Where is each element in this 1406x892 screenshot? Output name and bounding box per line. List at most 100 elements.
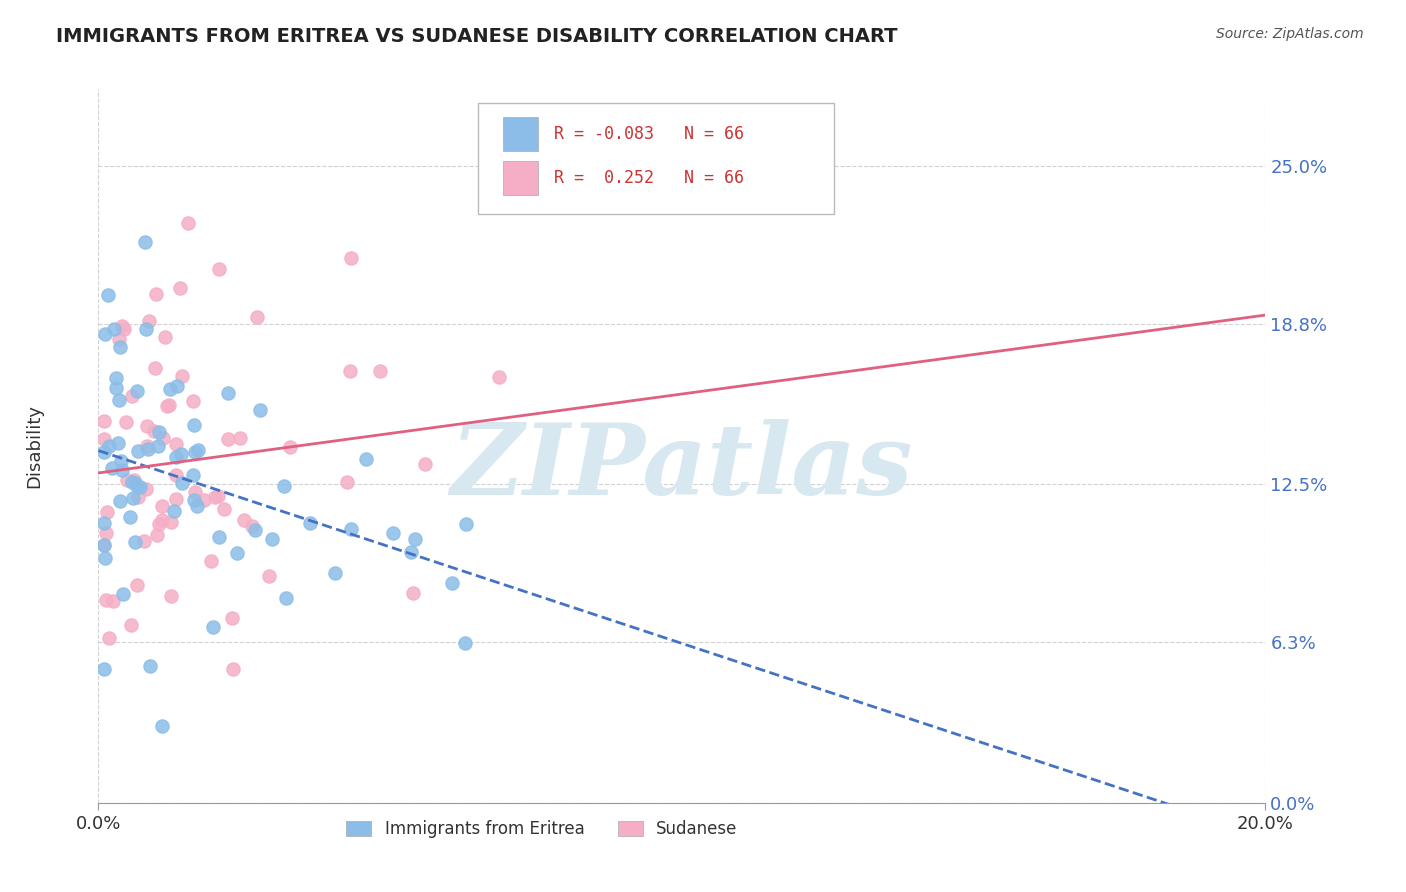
Sudanese <box>138 313 160 327</box>
Immigrants from Eritrea <box>404 533 426 547</box>
Sudanese <box>240 519 263 533</box>
Sudanese <box>93 433 115 447</box>
Immigrants from Eritrea <box>181 468 204 483</box>
Immigrants from Eritrea <box>93 538 115 552</box>
Sudanese <box>217 432 239 446</box>
Immigrants from Eritrea <box>118 509 141 524</box>
Sudanese <box>157 399 180 413</box>
Sudanese <box>103 594 125 608</box>
Immigrants from Eritrea <box>150 719 173 733</box>
Immigrants from Eritrea <box>382 526 405 541</box>
Sudanese <box>96 593 118 607</box>
Sudanese <box>153 330 176 344</box>
Sudanese <box>207 489 229 503</box>
Sudanese <box>170 369 193 384</box>
Immigrants from Eritrea <box>93 662 115 676</box>
Sudanese <box>143 360 166 375</box>
Immigrants from Eritrea <box>101 461 124 475</box>
Sudanese <box>208 261 231 276</box>
Sudanese <box>152 432 174 446</box>
Immigrants from Eritrea <box>166 379 188 393</box>
Sudanese <box>150 499 173 513</box>
Immigrants from Eritrea <box>122 491 145 505</box>
Sudanese <box>340 251 363 265</box>
Immigrants from Eritrea <box>323 566 346 580</box>
Sudanese <box>120 618 142 632</box>
Immigrants from Eritrea <box>186 499 208 513</box>
Immigrants from Eritrea <box>441 576 464 591</box>
Sudanese <box>413 457 436 471</box>
Immigrants from Eritrea <box>93 550 115 565</box>
Sudanese <box>200 554 222 568</box>
Immigrants from Eritrea <box>105 381 128 395</box>
Immigrants from Eritrea <box>454 636 477 650</box>
Sudanese <box>136 439 159 453</box>
Immigrants from Eritrea <box>339 521 361 535</box>
Immigrants from Eritrea <box>184 445 207 459</box>
Immigrants from Eritrea <box>139 658 162 673</box>
Sudanese <box>339 364 361 378</box>
Immigrants from Eritrea <box>134 235 156 250</box>
Sudanese <box>212 501 235 516</box>
Sudanese <box>121 389 143 403</box>
Sudanese <box>181 394 204 409</box>
Sudanese <box>169 280 191 294</box>
Immigrants from Eritrea <box>183 492 205 507</box>
Immigrants from Eritrea <box>125 479 148 493</box>
Immigrants from Eritrea <box>399 545 422 559</box>
Immigrants from Eritrea <box>146 439 169 453</box>
Immigrants from Eritrea <box>273 478 295 492</box>
Sudanese <box>135 482 157 496</box>
Immigrants from Eritrea <box>124 475 146 490</box>
Sudanese <box>184 485 207 500</box>
Sudanese <box>150 513 173 527</box>
Immigrants from Eritrea <box>148 425 170 439</box>
Sudanese <box>96 505 118 519</box>
Sudanese <box>204 491 226 505</box>
Immigrants from Eritrea <box>98 438 121 452</box>
Immigrants from Eritrea <box>112 587 135 601</box>
Immigrants from Eritrea <box>93 516 115 530</box>
Immigrants from Eritrea <box>105 371 128 385</box>
Sudanese <box>122 473 145 487</box>
Bar <box>503 161 538 195</box>
Sudanese <box>402 586 425 600</box>
Immigrants from Eritrea <box>94 327 117 342</box>
Immigrants from Eritrea <box>243 523 266 537</box>
Immigrants from Eritrea <box>93 445 115 459</box>
Sudanese <box>127 490 149 504</box>
Immigrants from Eritrea <box>108 392 131 407</box>
Immigrants from Eritrea <box>170 475 193 490</box>
Immigrants from Eritrea <box>103 322 125 336</box>
Sudanese <box>259 569 281 583</box>
Immigrants from Eritrea <box>260 532 283 546</box>
Legend: Immigrants from Eritrea, Sudanese: Immigrants from Eritrea, Sudanese <box>340 814 744 845</box>
Sudanese <box>177 216 200 230</box>
Immigrants from Eritrea <box>456 517 478 532</box>
Immigrants from Eritrea <box>97 288 120 302</box>
Immigrants from Eritrea <box>201 620 224 634</box>
Sudanese <box>233 512 256 526</box>
Immigrants from Eritrea <box>108 340 131 354</box>
Sudanese <box>115 415 138 429</box>
Immigrants from Eritrea <box>121 475 143 489</box>
Sudanese <box>160 589 183 603</box>
Sudanese <box>278 440 301 454</box>
Immigrants from Eritrea <box>127 444 149 458</box>
Sudanese <box>222 662 245 676</box>
Sudanese <box>93 539 115 553</box>
Bar <box>503 117 538 151</box>
Sudanese <box>94 526 117 541</box>
Sudanese <box>112 321 135 335</box>
Immigrants from Eritrea <box>169 447 191 461</box>
Sudanese <box>145 286 167 301</box>
Immigrants from Eritrea <box>124 534 146 549</box>
Sudanese <box>134 533 156 548</box>
Immigrants from Eritrea <box>274 591 297 606</box>
Text: Disability: Disability <box>25 404 44 488</box>
Immigrants from Eritrea <box>183 418 205 433</box>
Immigrants from Eritrea <box>354 452 377 467</box>
Text: R =  0.252   N = 66: R = 0.252 N = 66 <box>554 169 744 187</box>
Immigrants from Eritrea <box>163 504 186 518</box>
Immigrants from Eritrea <box>159 382 181 396</box>
